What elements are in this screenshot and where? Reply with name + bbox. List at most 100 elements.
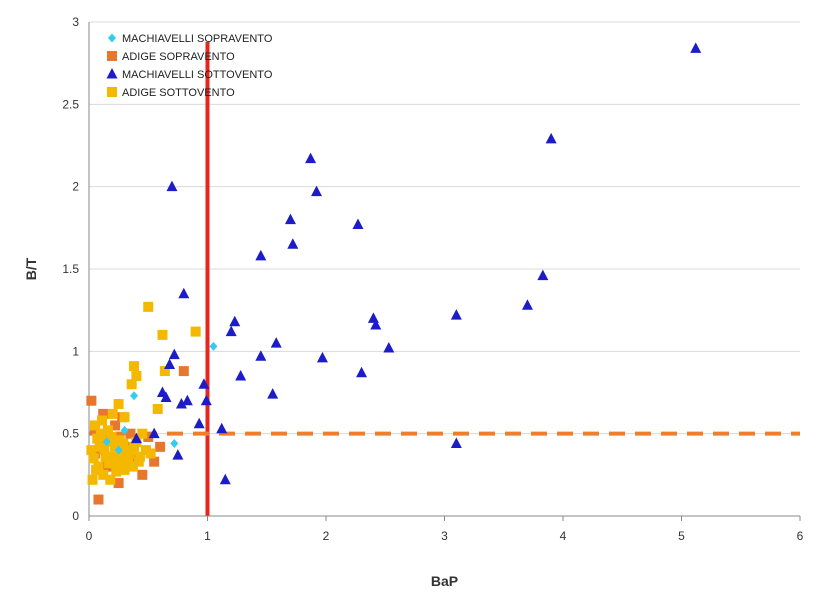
data-point: [129, 361, 140, 372]
axes: [88, 22, 801, 521]
x-tick-label: 6: [797, 529, 804, 543]
x-tick-label: 0: [86, 529, 93, 543]
data-point: [120, 425, 129, 435]
data-point: [209, 341, 218, 351]
data-point: [521, 299, 533, 310]
series-3: [86, 301, 201, 485]
data-point: [143, 301, 154, 312]
y-tick-label: 0: [72, 509, 79, 523]
data-point: [143, 431, 154, 442]
y-tick-label: 2: [72, 180, 79, 194]
data-point: [108, 451, 119, 462]
data-point: [133, 456, 144, 467]
data-point: [229, 315, 241, 327]
data-point: [97, 415, 108, 426]
data-point: [170, 439, 179, 449]
legend-label: MACHIAVELLI SOTTOVENTO: [122, 69, 273, 81]
data-point: [137, 428, 148, 439]
data-point: [225, 325, 237, 337]
data-point: [352, 218, 364, 230]
data-point: [450, 309, 462, 320]
data-points: [86, 42, 702, 505]
data-point: [115, 455, 126, 466]
tick-labels: 0 0.5 1 1.5 2 2.5 3 0 1 2 3 4 5 6: [62, 15, 803, 543]
legend-item: MACHIAVELLI SOTTOVENTO: [106, 68, 273, 81]
data-point: [87, 474, 98, 485]
legend-item: ADIGE SOPRAVENTO: [107, 51, 235, 63]
x-tick-label: 4: [560, 529, 567, 543]
data-point: [102, 425, 113, 436]
data-point: [267, 388, 279, 399]
data-point: [175, 398, 187, 409]
data-point: [145, 448, 156, 459]
data-point: [127, 461, 138, 472]
data-point: [198, 378, 210, 389]
x-tick-label: 2: [323, 529, 330, 543]
legend-label: ADIGE SOTTOVENTO: [122, 87, 235, 99]
x-axis-title: BaP: [431, 573, 458, 589]
data-point: [130, 432, 142, 444]
data-point: [91, 464, 102, 475]
data-point: [130, 391, 139, 401]
y-tick-label: 0.5: [62, 427, 79, 441]
legend-marker: [106, 68, 118, 79]
data-point: [92, 433, 103, 444]
legend: MACHIAVELLI SOPRAVENTO ADIGE SOPRAVENTO MA…: [106, 33, 273, 99]
data-point: [178, 287, 190, 299]
data-point: [149, 456, 160, 467]
data-point: [370, 318, 382, 330]
data-point: [110, 420, 121, 431]
data-point: [316, 351, 328, 363]
data-point: [311, 185, 323, 197]
data-point: [690, 42, 702, 53]
legend-marker: [107, 51, 117, 61]
data-point: [113, 478, 124, 489]
data-point: [255, 350, 267, 361]
data-point: [124, 448, 135, 459]
data-point: [104, 458, 115, 469]
data-point: [284, 213, 296, 225]
data-point: [98, 469, 109, 480]
data-point: [155, 441, 166, 452]
series-0: [102, 341, 218, 455]
data-point: [100, 451, 111, 462]
data-point: [152, 403, 163, 414]
data-point: [255, 249, 267, 261]
data-point: [106, 431, 117, 442]
data-point: [193, 417, 205, 429]
data-point: [131, 371, 142, 382]
data-point: [110, 441, 121, 452]
data-point: [287, 238, 299, 249]
data-point: [98, 408, 109, 419]
legend-label: ADIGE SOPRAVENTO: [122, 51, 235, 63]
data-point: [99, 445, 110, 456]
x-tick-label: 5: [678, 529, 685, 543]
data-point: [111, 466, 122, 477]
data-point: [178, 366, 189, 377]
data-point: [159, 366, 170, 377]
data-point: [216, 422, 228, 434]
data-point: [113, 399, 124, 410]
legend-item: MACHIAVELLI SOPRAVENTO: [108, 33, 273, 45]
data-point: [545, 132, 557, 144]
y-axis-title: B/T: [23, 257, 39, 280]
data-point: [93, 494, 104, 505]
x-tick-label: 1: [204, 529, 211, 543]
data-point: [86, 445, 97, 456]
data-point: [166, 180, 178, 192]
data-point: [148, 427, 160, 439]
data-point: [181, 394, 193, 406]
data-point: [305, 152, 317, 164]
y-tick-label: 3: [72, 15, 79, 29]
data-point: [160, 391, 172, 402]
data-point: [367, 312, 379, 323]
data-point: [125, 428, 136, 439]
y-tick-label: 1: [72, 344, 79, 358]
legend-marker: [107, 87, 117, 97]
data-point: [86, 395, 97, 406]
data-point: [119, 412, 130, 423]
data-point: [164, 358, 176, 370]
x-tick-label: 3: [441, 529, 448, 543]
y-tick-label: 1.5: [62, 262, 79, 276]
